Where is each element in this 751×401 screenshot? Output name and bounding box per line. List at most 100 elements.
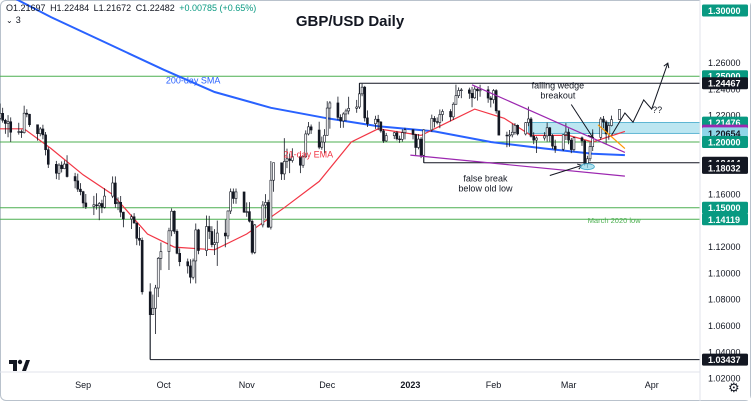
price-label: 1.25000 <box>708 72 741 82</box>
projection-path <box>611 62 669 136</box>
candle-down <box>175 231 179 254</box>
candle-down <box>435 121 439 123</box>
month-label: Sep <box>75 380 91 390</box>
ohlc-change: +0.00785 (+0.65%) <box>179 3 257 13</box>
candle-down <box>317 129 321 148</box>
candle-down <box>232 191 235 199</box>
candle-down <box>114 182 117 205</box>
candle-layer <box>0 83 621 359</box>
breakout-arrow-head <box>587 132 594 139</box>
candle-down <box>580 137 584 142</box>
candle-up <box>457 90 460 96</box>
candle-up <box>508 134 511 137</box>
price-tick-label: 1.16000 <box>708 190 741 200</box>
candle-up <box>618 109 621 120</box>
breakout-arrow <box>570 104 594 138</box>
candle-up <box>430 118 434 131</box>
candle-up <box>156 257 160 289</box>
candle-up <box>226 210 230 237</box>
candle-down <box>411 129 415 135</box>
candle-up <box>103 195 106 208</box>
candle-up <box>320 141 324 148</box>
candle-up <box>513 124 517 133</box>
chart-annotation: breakout <box>540 91 576 101</box>
chart-annotation: below old low <box>458 183 513 193</box>
trendline-layer <box>410 84 626 177</box>
candle-down <box>76 180 80 190</box>
price-axis: 1.02000 1.04000 1.06000 1.08000 1.10000 1.120… <box>699 0 750 401</box>
price-tick-label: 1.24000 <box>708 84 741 94</box>
wedge-trendline <box>410 154 625 177</box>
candle-down <box>376 118 380 123</box>
candle-up <box>111 182 114 197</box>
candle-down <box>363 86 367 119</box>
chart-annotation: falling wedge <box>532 81 585 91</box>
candle-down <box>366 117 369 124</box>
candle-down <box>173 210 176 232</box>
series-count-label: 3 <box>15 15 21 25</box>
candle-down <box>602 118 605 123</box>
ohlc-low: L1.21672 <box>93 3 132 13</box>
candle-down <box>494 90 498 112</box>
chart-annotation: false break <box>463 173 508 183</box>
candle-down <box>20 131 23 133</box>
price-label: 1.18032 <box>708 163 741 173</box>
candle-up <box>545 127 549 137</box>
candle-up <box>151 307 155 315</box>
price-tick-label: 1.10000 <box>708 268 741 278</box>
candle-up <box>245 211 249 213</box>
candle-up <box>170 210 173 232</box>
ohlc-high: H1.22484 <box>50 3 90 13</box>
candle-down <box>210 231 214 245</box>
candle-up <box>213 242 216 245</box>
candle-down <box>470 93 474 99</box>
candle-down <box>529 118 533 137</box>
candle-up <box>264 202 267 206</box>
candle-down <box>55 164 58 174</box>
price-label-badge <box>702 201 748 214</box>
candle-up <box>116 201 120 205</box>
month-label: Apr <box>645 380 659 390</box>
chart-annotation: 200-day SMA <box>166 75 221 85</box>
candle-down <box>569 139 573 150</box>
candle-down <box>207 226 211 232</box>
candle-up <box>291 156 294 161</box>
candle-up <box>441 111 444 115</box>
candle-up <box>400 132 404 140</box>
candle-down <box>197 229 200 251</box>
breakout-trendline <box>597 124 626 149</box>
candle-up <box>417 138 420 148</box>
gear-icon[interactable]: ⚙ <box>728 380 740 395</box>
candle-up <box>253 224 257 253</box>
candle-down <box>132 216 136 224</box>
candle-up <box>358 93 361 108</box>
candle-down <box>122 211 125 220</box>
candle-up <box>341 113 345 122</box>
candle-up <box>215 232 219 243</box>
candle-up <box>307 126 310 135</box>
candle-up <box>392 132 396 136</box>
chart-annotation: 21-day EMA <box>284 150 334 160</box>
candle-up <box>269 179 273 228</box>
candle-down <box>4 119 7 124</box>
candle-down <box>60 164 63 169</box>
candle-down <box>486 89 490 99</box>
series-count-badge[interactable]: ⌄ 3 <box>6 15 21 25</box>
candle-down <box>84 202 88 207</box>
month-label: Mar <box>561 380 577 390</box>
price-axis-bg <box>700 0 750 400</box>
price-label-badge <box>702 77 748 90</box>
candle-down <box>189 265 192 278</box>
chevron-down-icon: ⌄ <box>6 15 13 25</box>
candle-up <box>282 161 286 175</box>
candle-up <box>261 204 265 226</box>
candle-down <box>73 176 77 182</box>
candle-up <box>234 191 238 199</box>
month-label: Dec <box>319 380 336 390</box>
candle-up <box>159 251 163 259</box>
wedge-trendline <box>471 84 626 154</box>
candle-down <box>299 156 302 166</box>
candle-down <box>266 202 270 228</box>
price-label-badge <box>702 135 748 148</box>
